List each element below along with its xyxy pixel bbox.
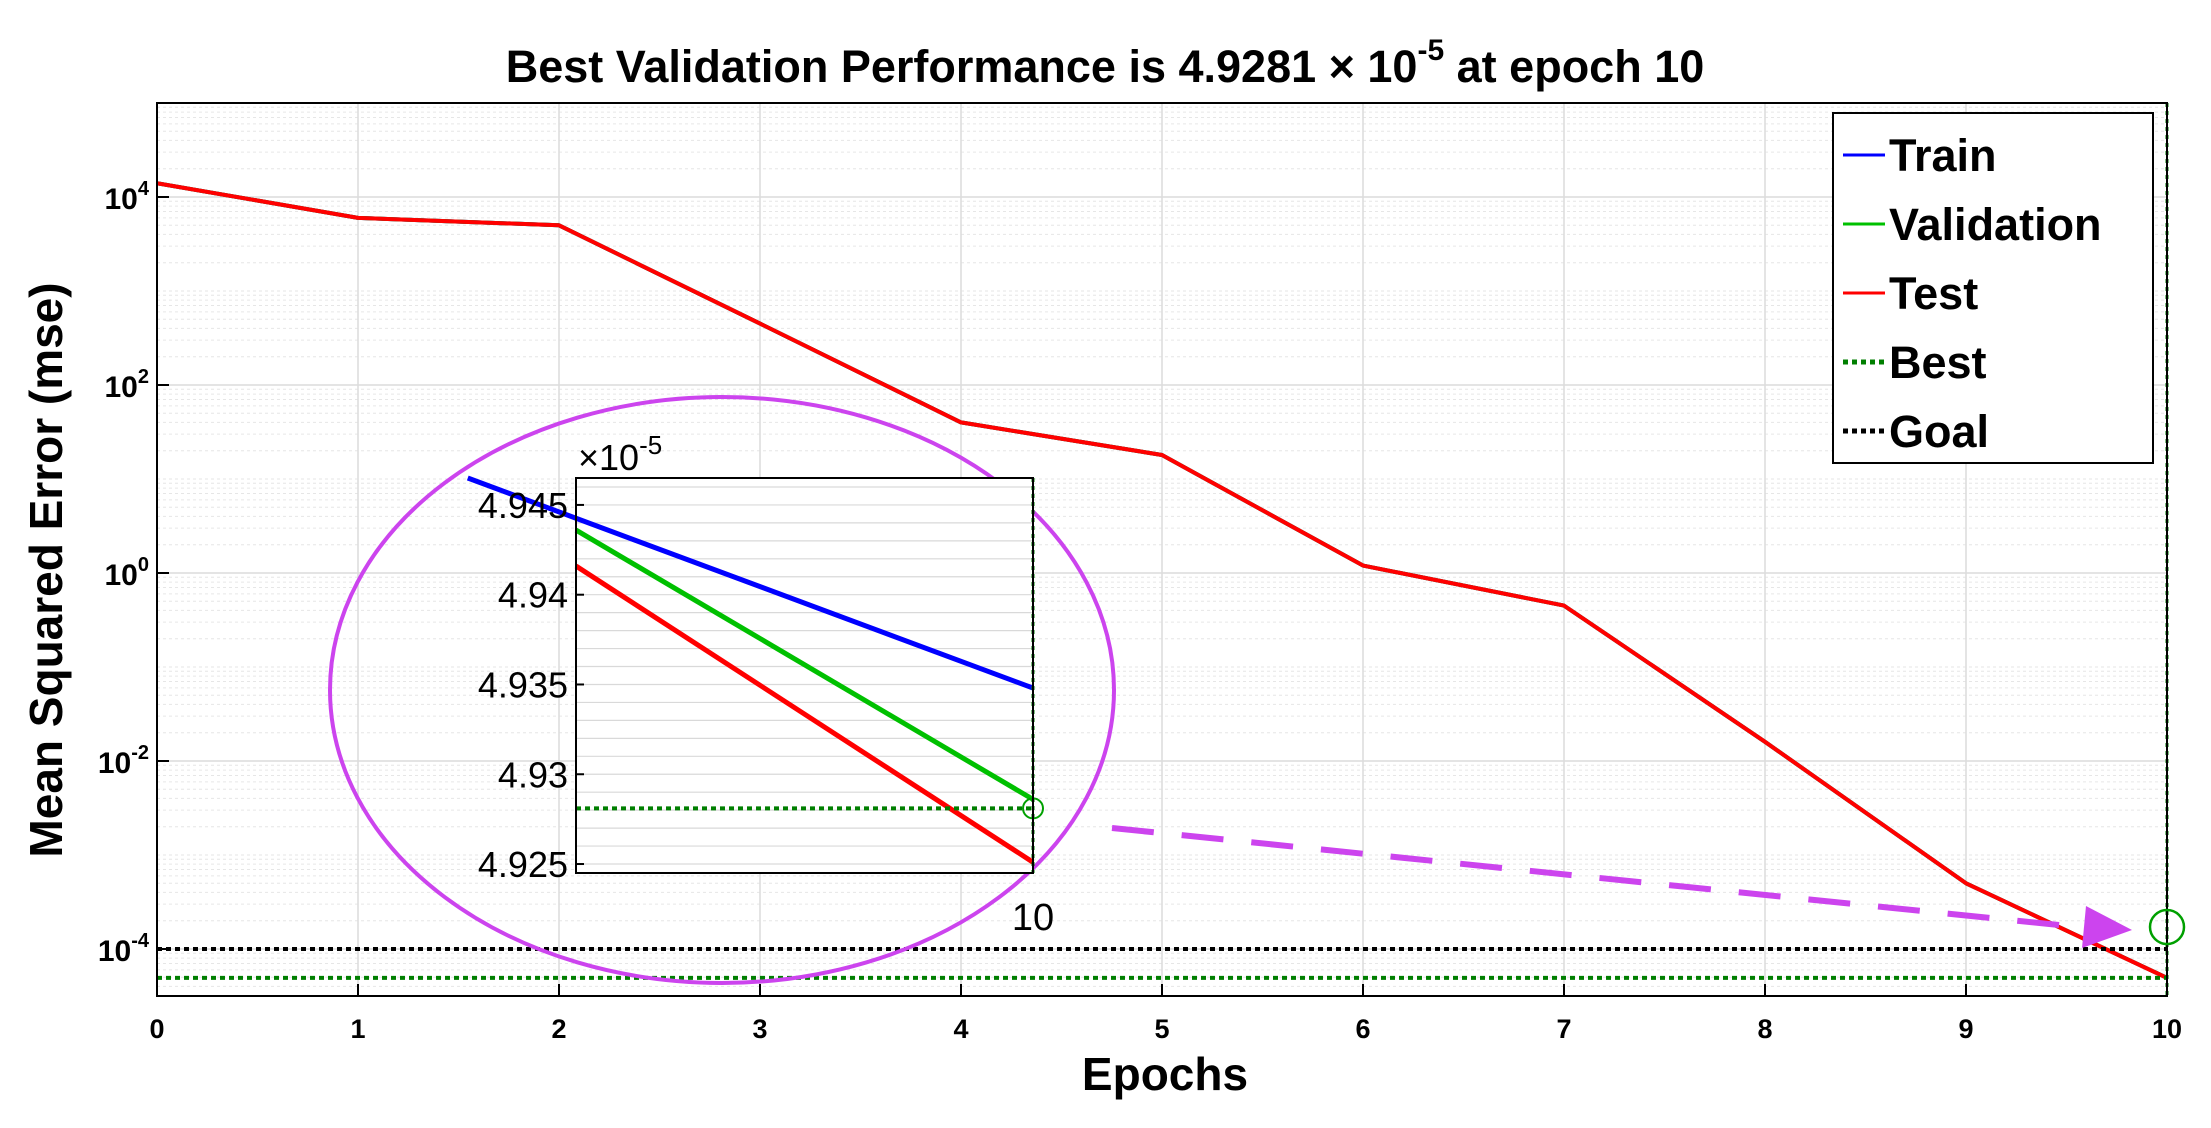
legend-label-validation: Validation [1889, 199, 2102, 250]
inset-y-tick-label: 4.945 [478, 485, 568, 526]
x-tick-label: 5 [1154, 1014, 1169, 1044]
inset-y-tick-label: 4.925 [478, 844, 568, 885]
zoom-pointer-arrow-line [1111, 825, 2089, 931]
inset-x-tick-label: 10 [1012, 897, 1054, 939]
inset-y-tick-label: 4.93 [498, 754, 568, 795]
y-tick-base: 10 [105, 183, 138, 216]
legend-box [1832, 112, 2154, 464]
chart-title-sup: -5 [1417, 34, 1444, 67]
legend-label-goal: Goal [1889, 406, 1989, 457]
y-tick-base: 10 [98, 935, 131, 968]
legend: Train Validation Test Best Goal [1832, 112, 2154, 464]
series-lines [156, 181, 2168, 980]
y-tick-label: 104 [105, 178, 150, 216]
x-axis-label: Epochs [1082, 1048, 1248, 1100]
y-tick-exponent: 0 [138, 554, 149, 576]
chart-title-suffix: at epoch 10 [1444, 41, 1704, 92]
x-tick-label: 7 [1556, 1014, 1571, 1044]
y-tick-label: 102 [105, 366, 150, 404]
x-tick-label: 2 [551, 1014, 566, 1044]
y-tick-base: 10 [105, 559, 138, 592]
inset-series-line-validation [574, 527, 1035, 802]
chart-title-main: Best Validation Performance is 4.9281 × … [506, 41, 1418, 92]
inset-y-tick-label: 4.94 [498, 575, 568, 616]
y-tick-base: 10 [98, 747, 131, 780]
legend-label-best: Best [1889, 337, 1987, 388]
x-tick-label: 4 [953, 1014, 968, 1044]
inset-y-tick-label: 4.935 [478, 664, 568, 705]
y-tick-exponent: 4 [138, 178, 150, 200]
y-tick-label: 100 [105, 554, 150, 592]
x-tick-label: 3 [752, 1014, 767, 1044]
zoom-pointer-arrowhead [2082, 906, 2132, 948]
legend-label-train: Train [1889, 130, 1997, 181]
x-tick-label: 6 [1355, 1014, 1370, 1044]
zoom-highlight-ellipse [328, 395, 1116, 985]
y-tick-label: 10-2 [98, 742, 149, 780]
x-tick-label: 10 [2152, 1014, 2182, 1044]
y-tick-exponent: -2 [131, 742, 149, 764]
inset-multiplier: ×10-5 [578, 430, 662, 478]
best-point-marker [2148, 908, 2186, 946]
y-tick-exponent: -4 [131, 930, 150, 952]
inset-y-axis-ticks: 4.945 4.94 4.935 4.93 4.925 [478, 485, 584, 885]
inset-series-line-test [574, 563, 1035, 865]
y-tick-base: 10 [105, 371, 138, 404]
inset-multiplier-exp: -5 [639, 430, 662, 460]
x-tick-label: 8 [1757, 1014, 1772, 1044]
x-tick-label: 1 [350, 1014, 365, 1044]
y-axis-label: Mean Squared Error (mse) [20, 282, 72, 857]
y-tick-exponent: 2 [138, 366, 149, 388]
inset-plot-area [576, 478, 1033, 873]
chart-title: Best Validation Performance is 4.9281 × … [506, 34, 1705, 92]
y-tick-label: 10-4 [98, 930, 150, 968]
series-line-test [156, 181, 2168, 980]
inset-series-line-train [466, 475, 1034, 691]
inset-frame [575, 477, 1034, 874]
legend-label-test: Test [1889, 268, 1978, 319]
x-tick-label: 0 [149, 1014, 164, 1044]
x-tick-label: 9 [1958, 1014, 1973, 1044]
inset-series-lines [466, 475, 1035, 865]
inset-multiplier-base: ×10 [578, 437, 639, 478]
inset-plot: 4.945 4.94 4.935 4.93 4.925 ×10-5 10 [466, 430, 1054, 939]
x-axis-ticks: 0 1 2 3 4 5 6 7 8 9 10 [149, 984, 2182, 1044]
